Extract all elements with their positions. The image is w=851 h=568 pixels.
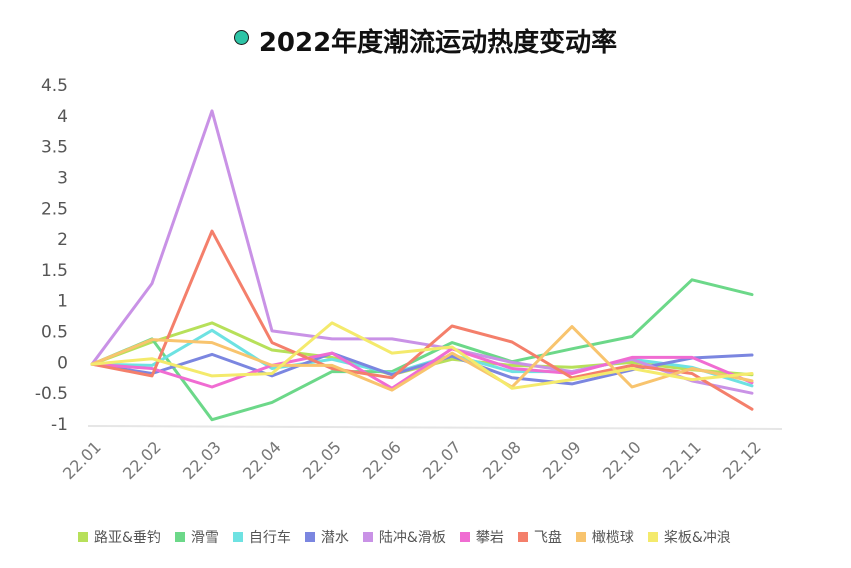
series-line bbox=[90, 325, 754, 392]
y-tick-label: 4.5 bbox=[41, 76, 68, 96]
x-tick-label: 22.03 bbox=[179, 437, 225, 483]
series-line bbox=[90, 109, 754, 395]
legend-swatch bbox=[362, 532, 373, 542]
x-tick-label: 22.05 bbox=[299, 437, 345, 483]
series-line bbox=[90, 321, 754, 390]
legend-item[interactable]: 橄榄球 bbox=[575, 527, 634, 547]
legend-item[interactable]: 滑雪 bbox=[174, 527, 219, 547]
series-line bbox=[90, 229, 754, 411]
x-tick-label: 22.06 bbox=[359, 437, 405, 483]
series-line bbox=[90, 347, 754, 390]
y-tick-label: 3 bbox=[57, 168, 68, 188]
chart-title-wrap: 2022年度潮流运动热度变动率 bbox=[0, 22, 851, 59]
y-tick-label: 1 bbox=[57, 292, 68, 312]
legend-swatch bbox=[647, 532, 658, 542]
legend-label: 橄榄球 bbox=[591, 530, 634, 546]
legend-item[interactable]: 桨板&冲浪 bbox=[647, 527, 731, 547]
legend: 路亚&垂钓 滑雪 自行车 潜水 陆冲&滑板 攀岩 飞盘 橄榄球 桨板&冲浪 bbox=[78, 527, 745, 547]
x-tick-label: 22.04 bbox=[239, 437, 285, 483]
legend-item[interactable]: 路亚&垂钓 bbox=[78, 527, 161, 547]
legend-label: 路亚&垂钓 bbox=[94, 530, 161, 546]
x-tick-label: 22.11 bbox=[659, 437, 705, 483]
legend-item[interactable]: 飞盘 bbox=[517, 527, 562, 547]
y-tick-label: 0 bbox=[57, 353, 68, 373]
legend-swatch bbox=[174, 532, 185, 542]
legend-swatch bbox=[517, 532, 528, 542]
legend-label: 桨板&冲浪 bbox=[663, 530, 731, 546]
legend-swatch bbox=[575, 532, 586, 542]
y-tick-label: 1.5 bbox=[41, 261, 68, 281]
legend-swatch bbox=[232, 532, 243, 542]
legend-label: 陆冲&滑板 bbox=[378, 530, 446, 546]
legend-label: 攀岩 bbox=[475, 530, 504, 546]
y-tick-label: -0.5 bbox=[35, 384, 68, 404]
x-tick-label: 22.08 bbox=[479, 437, 525, 483]
chart-title: 2022年度潮流运动热度变动率 bbox=[258, 28, 618, 58]
x-tick-label: 22.02 bbox=[119, 437, 165, 483]
y-tick-label: 3.5 bbox=[41, 138, 68, 158]
series-line bbox=[90, 278, 754, 422]
y-tick-label: 2 bbox=[57, 230, 68, 250]
legend-item[interactable]: 潜水 bbox=[304, 527, 349, 547]
x-axis-line bbox=[87, 425, 783, 430]
legend-item[interactable]: 陆冲&滑板 bbox=[362, 527, 446, 547]
x-tick-label: 22.01 bbox=[59, 437, 105, 483]
legend-label: 滑雪 bbox=[190, 530, 219, 546]
legend-item[interactable]: 攀岩 bbox=[459, 527, 504, 547]
legend-label: 潜水 bbox=[320, 530, 349, 546]
title-dot-icon bbox=[233, 30, 249, 45]
y-tick-label: 0.5 bbox=[41, 323, 68, 343]
y-tick-label: 4 bbox=[57, 107, 68, 127]
x-tick-label: 22.07 bbox=[419, 437, 465, 483]
x-tick-label: 22.10 bbox=[599, 437, 645, 483]
x-tick-label: 22.09 bbox=[539, 437, 585, 483]
legend-item[interactable]: 自行车 bbox=[232, 527, 291, 547]
x-tick-label: 22.12 bbox=[719, 437, 765, 483]
legend-label: 自行车 bbox=[248, 530, 291, 546]
legend-swatch bbox=[78, 532, 88, 542]
y-tick-label: -1 bbox=[51, 415, 68, 435]
y-tick-label: 2.5 bbox=[41, 199, 68, 219]
legend-label: 飞盘 bbox=[533, 530, 562, 546]
legend-swatch bbox=[459, 532, 470, 542]
legend-swatch bbox=[304, 532, 315, 542]
